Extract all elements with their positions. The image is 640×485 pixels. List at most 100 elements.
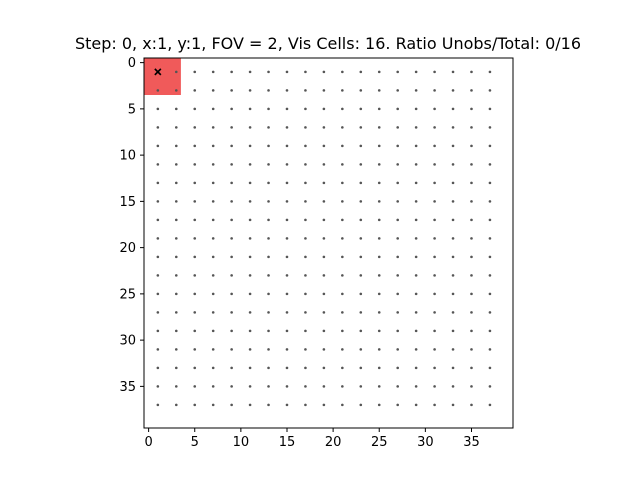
grid-point — [414, 70, 418, 74]
grid-point — [174, 89, 178, 92]
grid-point — [451, 311, 455, 314]
grid-point — [285, 255, 289, 259]
grid-point — [267, 292, 270, 296]
grid-point — [156, 255, 160, 259]
grid-point — [488, 385, 492, 388]
grid-point — [304, 348, 307, 351]
grid-point — [414, 366, 418, 370]
grid-point — [470, 274, 473, 277]
grid-point — [488, 311, 492, 314]
grid-point — [451, 366, 455, 370]
grid-point — [248, 237, 252, 240]
grid-point — [396, 348, 399, 351]
grid-point — [174, 348, 178, 351]
grid-point — [359, 292, 363, 296]
grid-point — [174, 181, 178, 185]
grid-point — [285, 311, 289, 314]
grid-point — [414, 385, 418, 388]
grid-point — [193, 255, 197, 259]
grid-point — [433, 329, 436, 333]
grid-point — [322, 366, 326, 370]
grid-point — [359, 144, 363, 148]
y-tick-label: 0 — [128, 56, 136, 71]
grid-point — [322, 348, 326, 351]
grid-point — [248, 181, 252, 185]
grid-point — [322, 329, 326, 333]
grid-point — [341, 292, 344, 296]
grid-point — [156, 348, 160, 351]
grid-point — [285, 144, 289, 148]
grid-point — [211, 107, 215, 111]
grid-point — [451, 385, 455, 388]
visible-region — [144, 58, 181, 95]
grid-point — [341, 163, 344, 166]
grid-points-layer — [156, 70, 492, 407]
grid-point — [433, 70, 436, 74]
grid-point — [470, 385, 473, 388]
grid-point — [359, 329, 363, 333]
grid-point — [451, 329, 455, 333]
grid-point — [414, 292, 418, 296]
grid-point — [211, 255, 215, 259]
grid-point — [414, 218, 418, 222]
grid-point — [341, 311, 344, 314]
grid-point — [304, 181, 307, 185]
grid-point — [451, 144, 455, 148]
grid-point — [156, 385, 160, 388]
grid-point — [267, 366, 270, 370]
grid-point — [470, 311, 473, 314]
grid-point — [304, 107, 307, 111]
grid-point — [341, 144, 344, 148]
grid-point — [359, 366, 363, 370]
grid-point — [193, 237, 197, 240]
grid-point — [451, 89, 455, 92]
grid-point — [322, 200, 326, 203]
grid-point — [267, 274, 270, 277]
grid-point — [285, 274, 289, 277]
grid-point — [193, 348, 197, 351]
grid-point — [451, 237, 455, 240]
grid-point — [341, 107, 344, 111]
grid-point — [174, 70, 178, 74]
grid-point — [304, 218, 307, 222]
x-tick-label: 5 — [191, 435, 199, 450]
grid-point — [156, 311, 160, 314]
grid-point — [341, 255, 344, 259]
grid-point — [211, 218, 215, 222]
grid-point — [156, 126, 160, 129]
grid-point — [230, 89, 233, 92]
grid-point — [156, 274, 160, 277]
grid-point — [414, 403, 418, 407]
x-tick-label: 0 — [144, 435, 152, 450]
grid-point — [248, 385, 252, 388]
grid-point — [285, 237, 289, 240]
grid-point — [211, 89, 215, 92]
grid-point — [267, 311, 270, 314]
grid-point — [267, 385, 270, 388]
grid-point — [341, 218, 344, 222]
grid-point — [433, 366, 436, 370]
grid-point — [267, 70, 270, 74]
grid-point — [211, 70, 215, 74]
x-tick-label: 35 — [463, 435, 480, 450]
grid-point — [359, 311, 363, 314]
grid-point — [156, 366, 160, 370]
grid-point — [248, 292, 252, 296]
grid-point — [470, 255, 473, 259]
grid-point — [470, 292, 473, 296]
y-tick-label: 5 — [128, 102, 136, 117]
grid-point — [414, 89, 418, 92]
grid-point — [174, 274, 178, 277]
grid-point — [322, 311, 326, 314]
grid-point — [174, 107, 178, 111]
grid-point — [230, 181, 233, 185]
grid-point — [341, 70, 344, 74]
grid-point — [322, 70, 326, 74]
grid-point — [377, 126, 381, 129]
grid-point — [396, 274, 399, 277]
axes-frame — [143, 57, 514, 429]
grid-point — [285, 89, 289, 92]
grid-point — [248, 126, 252, 129]
grid-point — [174, 292, 178, 296]
